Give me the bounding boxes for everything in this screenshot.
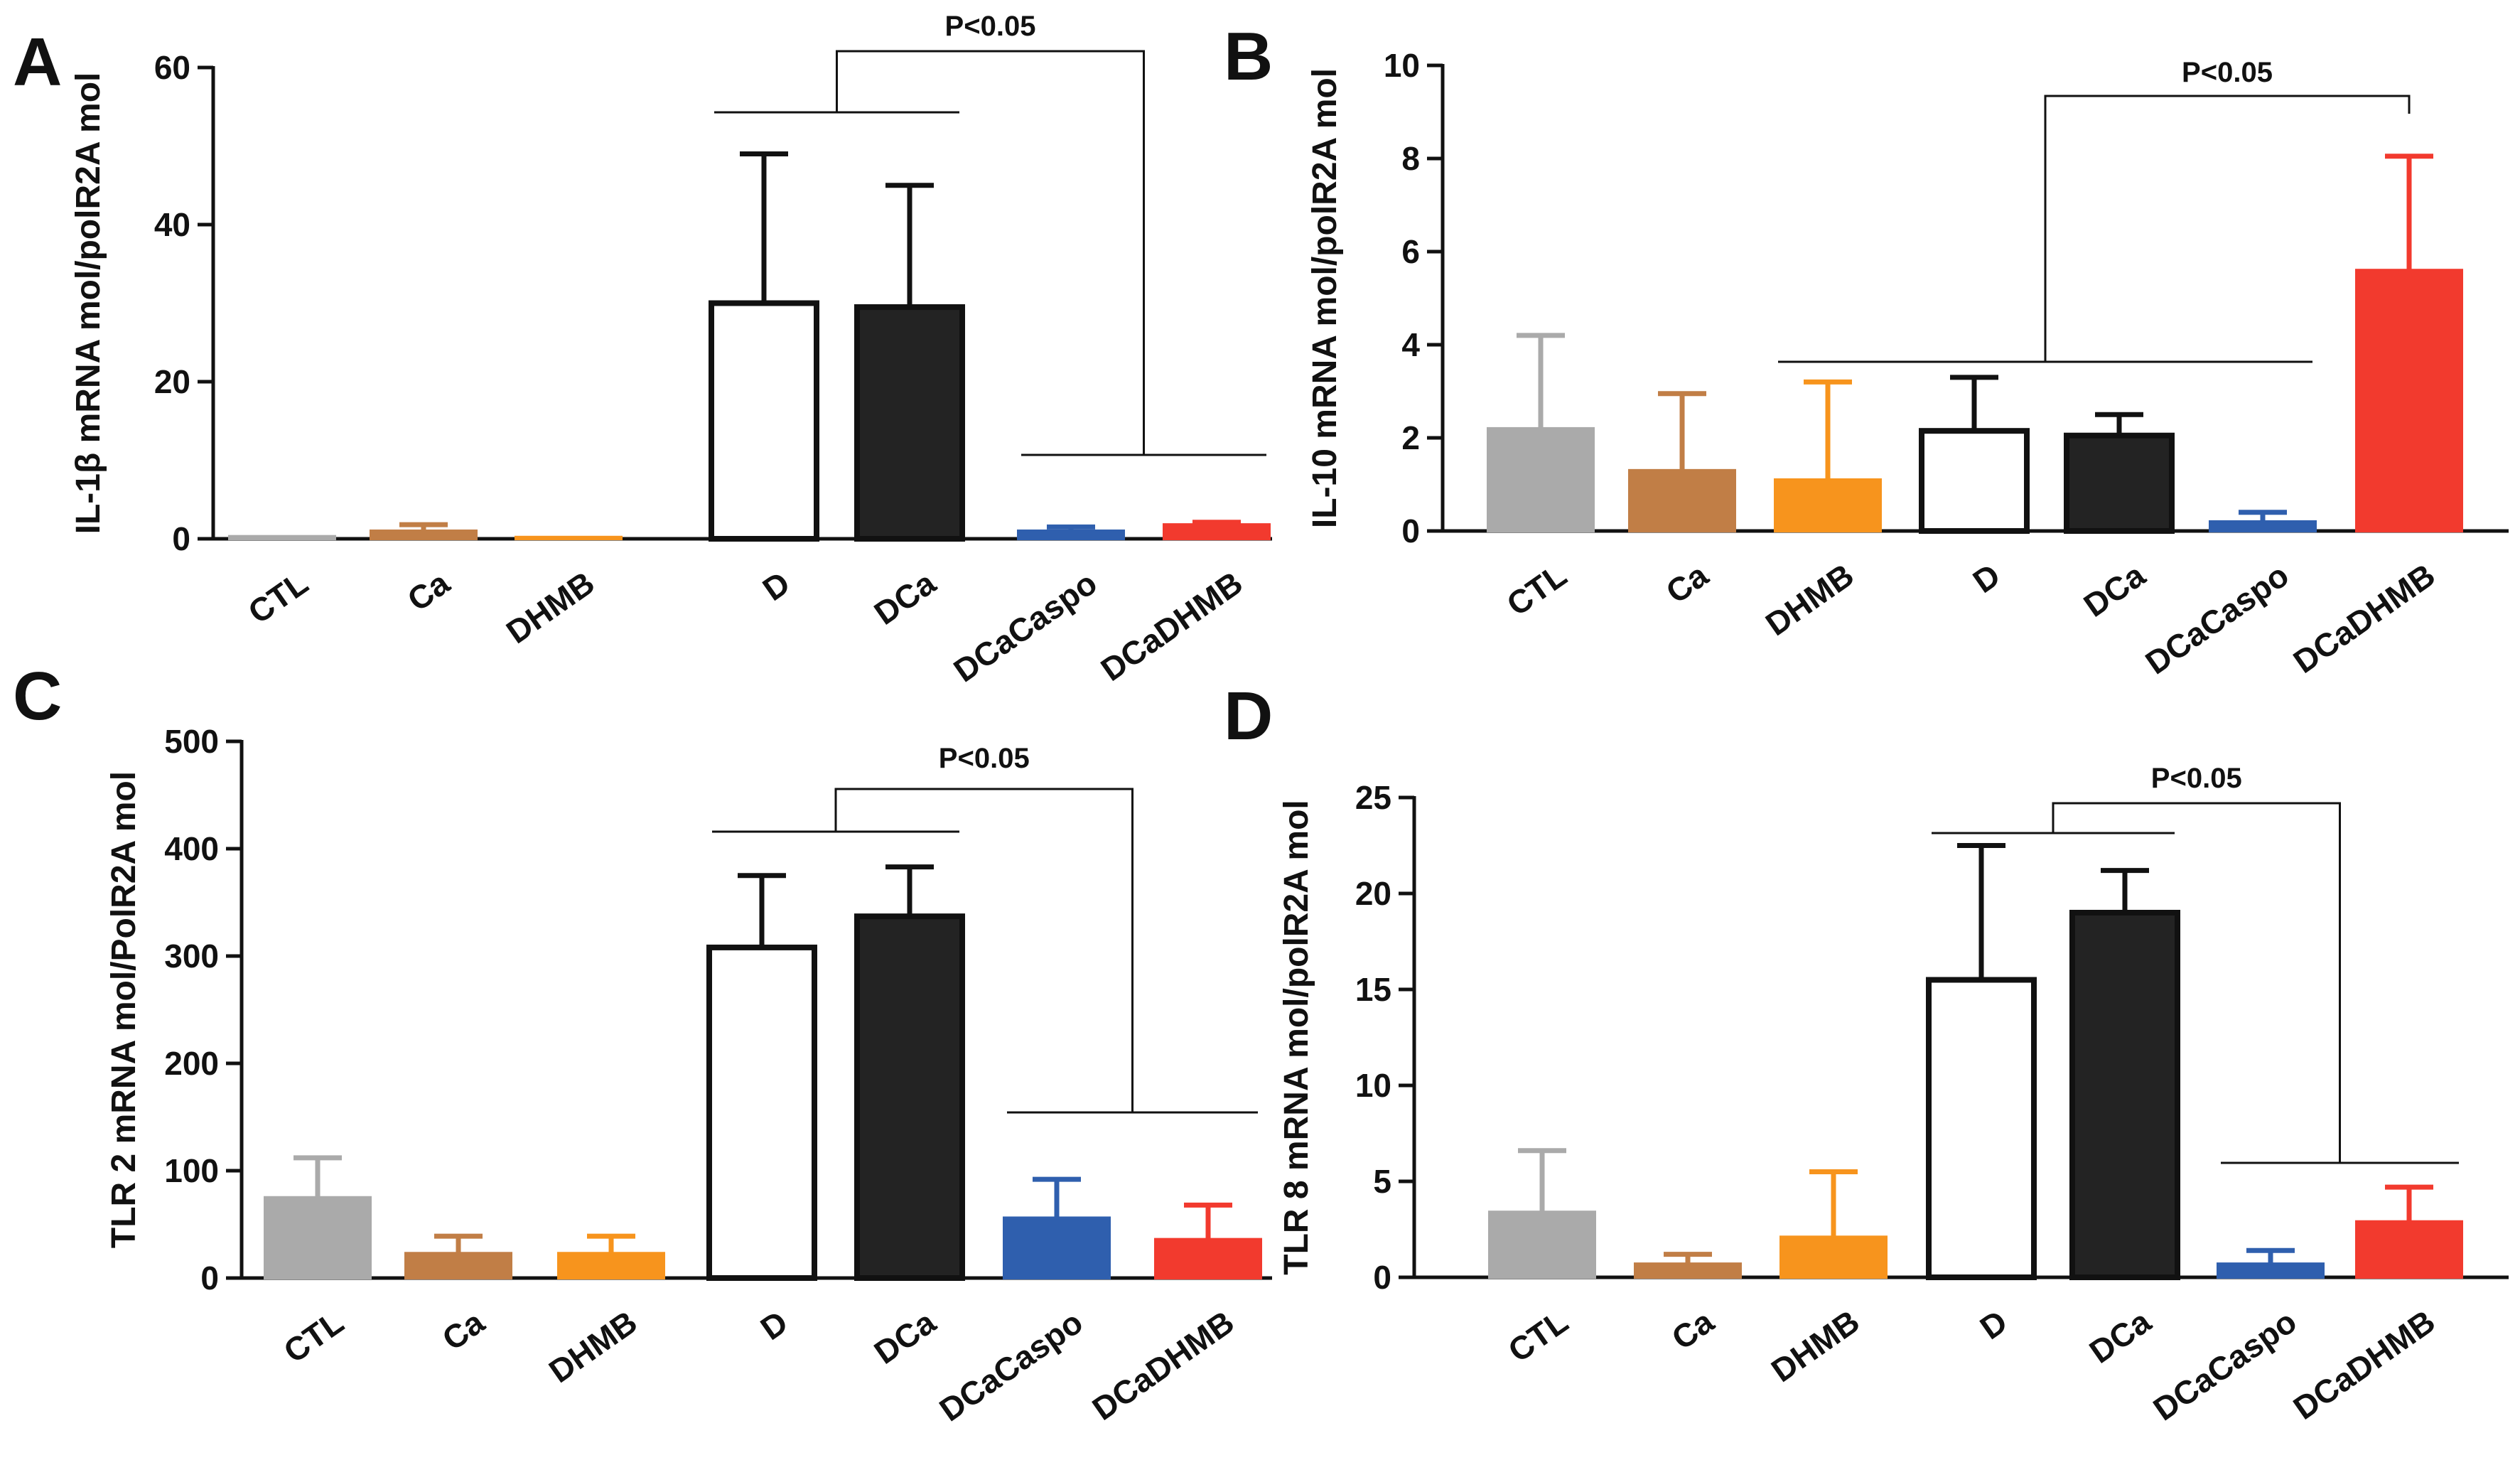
category-label-DCa: DCa bbox=[868, 1303, 943, 1371]
bar-CTL bbox=[1487, 426, 1595, 533]
category-label-DCa: DCa bbox=[2083, 1302, 2158, 1370]
y-tick-label: 10 bbox=[1355, 1067, 1391, 1104]
category-label-DHMB: DHMB bbox=[1759, 557, 1861, 643]
y-tick-label: 0 bbox=[1401, 512, 1420, 549]
bar-D bbox=[1926, 977, 2037, 1280]
sig-bracket bbox=[2052, 802, 2341, 1163]
y-tick-label: 400 bbox=[164, 830, 219, 867]
y-tick-label: 0 bbox=[1373, 1259, 1391, 1296]
category-label-D: D bbox=[1974, 1303, 2014, 1347]
panel-letter: A bbox=[13, 24, 62, 100]
bar-DCaDHMB bbox=[1154, 1238, 1262, 1280]
sig-bracket bbox=[834, 788, 1134, 1112]
sig-label: P<0.05 bbox=[2151, 763, 2242, 794]
bar-DHMB bbox=[557, 1252, 665, 1280]
bar-D bbox=[706, 944, 817, 1282]
bar-DHMB bbox=[1779, 1235, 1888, 1279]
bar-Ca bbox=[1628, 468, 1736, 532]
y-tick-label: 0 bbox=[172, 520, 190, 557]
bar-Ca bbox=[370, 529, 478, 541]
category-label-Ca: Ca bbox=[1665, 1302, 1721, 1357]
category-label-D: D bbox=[756, 564, 797, 608]
bar-DHMB bbox=[1774, 478, 1882, 533]
sig-label: P<0.05 bbox=[939, 743, 1030, 774]
bar-DHMB bbox=[515, 535, 623, 540]
y-tick-label: 15 bbox=[1355, 971, 1391, 1008]
category-label-DHMB: DHMB bbox=[1765, 1303, 1866, 1390]
bar-DCa bbox=[2069, 910, 2180, 1280]
y-tick-label: 200 bbox=[164, 1045, 219, 1082]
sig-label: P<0.05 bbox=[945, 11, 1036, 42]
y-tick-label: 20 bbox=[154, 363, 190, 400]
sig-label: P<0.05 bbox=[2182, 57, 2273, 88]
y-tick-label: 300 bbox=[164, 938, 219, 975]
category-label-D: D bbox=[1966, 557, 2007, 601]
y-tick-label: 5 bbox=[1373, 1163, 1391, 1200]
y-tick-label: 40 bbox=[154, 206, 190, 243]
bar-CTL bbox=[264, 1196, 372, 1279]
category-label-DCaDHMB: DCaDHMB bbox=[2287, 1303, 2442, 1427]
chart-panel-D: D 0 5 10 15 20 25 TLR 8 mRNA mol/polR2A mol CTL C… bbox=[1224, 678, 2509, 1428]
bar-DCaDHMB bbox=[2355, 269, 2463, 532]
sig-bracket bbox=[2044, 95, 2411, 362]
y-tick-label: 100 bbox=[164, 1152, 219, 1189]
bar-Ca bbox=[1634, 1262, 1742, 1279]
y-axis-label: IL-1β mRNA mol/polR2A mol bbox=[70, 73, 107, 535]
y-tick-label: 8 bbox=[1401, 140, 1420, 177]
category-label-CTL: CTL bbox=[242, 564, 315, 631]
bar-DCa bbox=[854, 913, 965, 1281]
bar-DCa bbox=[854, 304, 965, 542]
category-label-Ca: Ca bbox=[1659, 556, 1715, 611]
category-label-CTL: CTL bbox=[277, 1304, 350, 1370]
category-label-D: D bbox=[754, 1304, 795, 1348]
bar-D bbox=[709, 300, 819, 542]
category-label-DCaCaspo: DCaCaspo bbox=[932, 1304, 1089, 1429]
bar-D bbox=[1919, 428, 2030, 534]
bar-DCa bbox=[2064, 432, 2175, 534]
y-tick-label: 0 bbox=[200, 1260, 219, 1297]
y-axis-label: TLR 8 mRNA mol/polR2A mol bbox=[1278, 800, 1315, 1274]
y-tick-label: 25 bbox=[1355, 779, 1391, 816]
bar-DCaCaspo bbox=[2209, 520, 2317, 533]
category-label-DCaCaspo: DCaCaspo bbox=[947, 564, 1103, 689]
y-tick-label: 6 bbox=[1401, 233, 1420, 270]
category-label-DCaDHMB: DCaDHMB bbox=[1086, 1304, 1241, 1428]
category-label-DCaDHMB: DCaDHMB bbox=[1094, 564, 1249, 689]
panel-letter: C bbox=[13, 658, 62, 734]
category-label-Ca: Ca bbox=[436, 1303, 491, 1358]
category-label-DCa: DCa bbox=[2077, 556, 2153, 624]
y-tick-label: 20 bbox=[1355, 875, 1391, 912]
category-label-Ca: Ca bbox=[401, 564, 456, 618]
chart-panel-A: A 0 20 40 60 IL-1β mRNA mol/polR2A mol CTL Ca DH… bbox=[13, 11, 1272, 689]
bar-DCaCaspo bbox=[1003, 1216, 1111, 1279]
category-label-DCa: DCa bbox=[868, 564, 943, 632]
y-axis-label: IL-10 mRNA mol/polR2A mol bbox=[1306, 68, 1344, 528]
bar-CTL bbox=[1488, 1211, 1596, 1279]
y-tick-label: 4 bbox=[1401, 326, 1420, 363]
sig-bracket bbox=[836, 50, 1145, 455]
category-label-CTL: CTL bbox=[1502, 1303, 1575, 1370]
category-label-DCaCaspo: DCaCaspo bbox=[2146, 1303, 2303, 1428]
chart-panel-C: C 0 100 200 300 400 500 TLR 2 mRNA mol/PolR2A m… bbox=[13, 658, 1272, 1429]
bar-DCaCaspo bbox=[1017, 529, 1125, 541]
panel-letter: B bbox=[1224, 18, 1273, 95]
bar-DCaDHMB bbox=[2355, 1220, 2463, 1279]
bar-DCaDHMB bbox=[1163, 523, 1271, 540]
y-tick-label: 60 bbox=[154, 49, 190, 86]
y-tick-label: 10 bbox=[1384, 47, 1420, 84]
y-axis-label: TLR 2 mRNA mol/PolR2A mol bbox=[105, 771, 143, 1248]
bar-Ca bbox=[404, 1252, 512, 1280]
y-tick-label: 2 bbox=[1401, 419, 1420, 456]
category-label-DCaDHMB: DCaDHMB bbox=[2287, 557, 2442, 681]
category-label-DHMB: DHMB bbox=[500, 564, 601, 651]
category-label-CTL: CTL bbox=[1500, 557, 1573, 623]
chart-panel-B: B 0 2 4 6 8 10 IL-10 mRNA mol/polR2A mol CTL Ca DH… bbox=[1224, 18, 2509, 682]
bar-CTL bbox=[228, 535, 336, 540]
category-label-DCaCaspo: DCaCaspo bbox=[2138, 557, 2295, 682]
y-tick-label: 500 bbox=[164, 723, 219, 760]
category-label-DHMB: DHMB bbox=[542, 1304, 644, 1390]
panel-letter: D bbox=[1224, 678, 1273, 754]
bar-DCaCaspo bbox=[2217, 1262, 2325, 1279]
